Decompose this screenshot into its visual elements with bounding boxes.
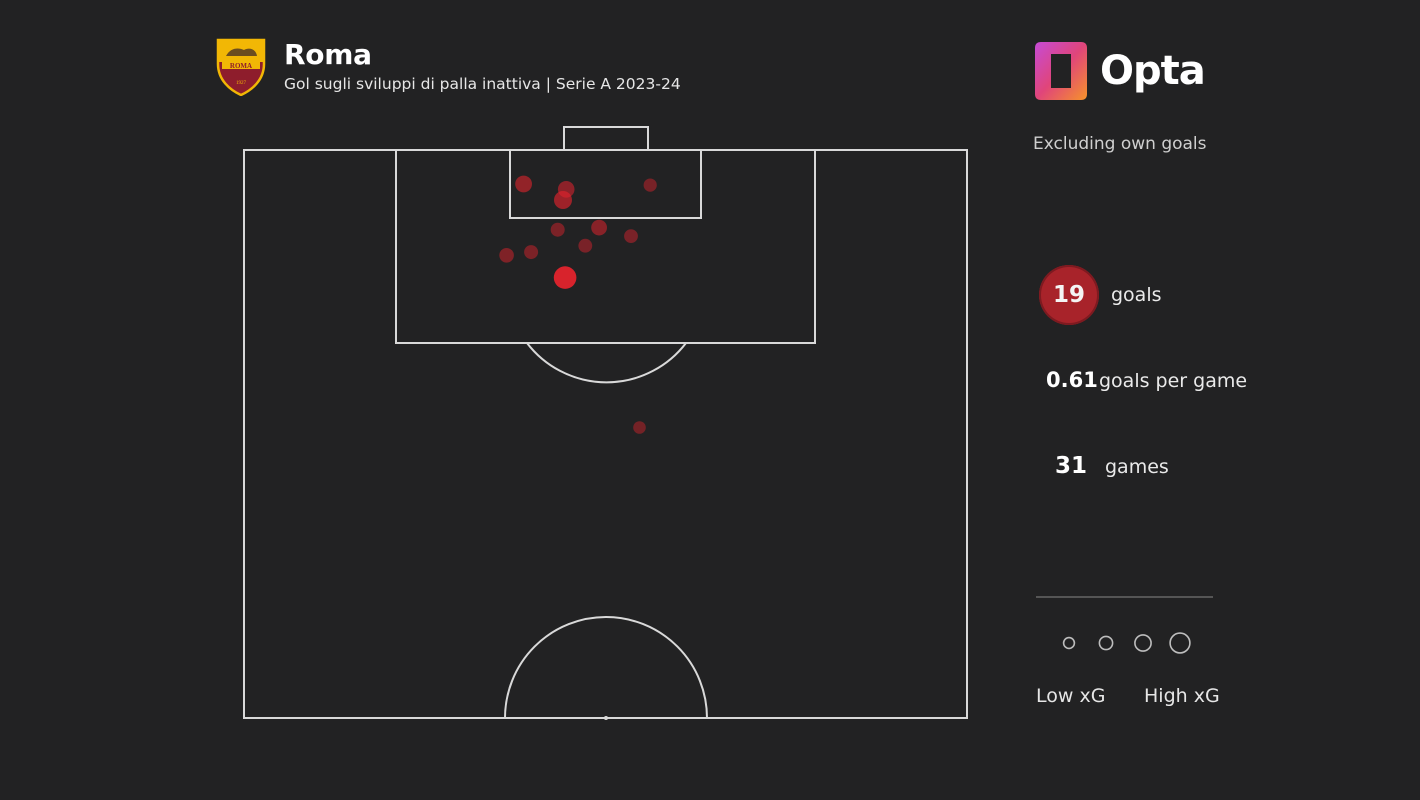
goals-badge: 19 [1039, 265, 1099, 325]
opta-logo-icon [1035, 42, 1087, 100]
crest-year: 1927 [236, 81, 247, 86]
legend-xg-circle [1098, 635, 1114, 651]
goal-marker [524, 245, 539, 260]
center-spot [604, 716, 608, 720]
crest-text: ROMA [230, 62, 252, 70]
penalty-area [395, 149, 816, 344]
goal-marker [643, 178, 657, 192]
goal-marker [554, 191, 572, 209]
roma-crest-icon: ROMA 1927 [216, 38, 266, 96]
goal-marker [578, 238, 593, 253]
goal-marker [624, 229, 638, 244]
games-label: games [1105, 456, 1169, 478]
six-yard-box [509, 149, 702, 219]
goal-marker [515, 175, 532, 193]
chart-subtitle: Gol sugli sviluppi di palla inattiva | S… [284, 75, 681, 93]
xg-size-legend [1062, 632, 1191, 654]
games-value: 31 [1055, 453, 1088, 479]
goal-marker [553, 266, 577, 289]
goal-marker [633, 421, 646, 434]
legend-xg-circle [1134, 634, 1152, 652]
penalty-arc [526, 342, 687, 384]
legend-low-label: Low xG [1036, 685, 1106, 707]
goal-marker [550, 222, 565, 237]
brand-name: Opta [1100, 48, 1206, 94]
goal-marker [591, 219, 607, 236]
goals-per-game-label: goals per game [1099, 370, 1248, 392]
chart-title: Roma [284, 38, 372, 71]
goals-label: goals [1111, 284, 1162, 306]
legend-xg-circle [1169, 632, 1191, 654]
goal-marker [499, 248, 514, 263]
note-text: Excluding own goals [1033, 134, 1207, 154]
goals-value: 19 [1052, 282, 1085, 308]
legend-xg-circle [1062, 636, 1076, 650]
goals-per-game-value: 0.61 [1046, 368, 1098, 392]
legend-divider [1036, 596, 1213, 598]
legend-high-label: High xG [1144, 685, 1220, 707]
center-circle-arc [504, 616, 708, 719]
goal [563, 126, 649, 151]
pitch-outline [243, 149, 968, 719]
